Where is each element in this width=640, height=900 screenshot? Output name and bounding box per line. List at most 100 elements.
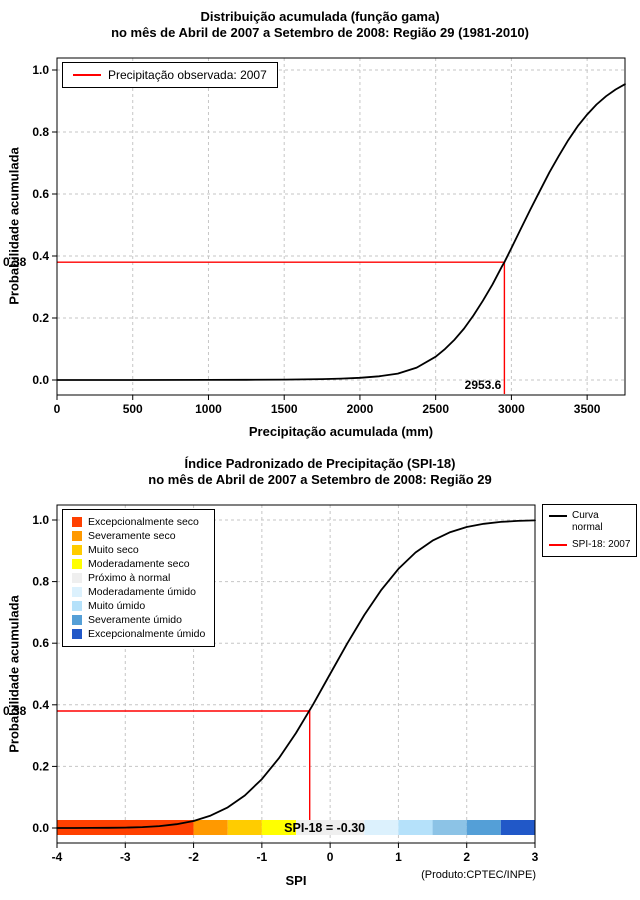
- x-tick-label: 3: [532, 850, 539, 864]
- category-label: Muito seco: [88, 544, 139, 556]
- y-tick-label: 0.8: [32, 125, 49, 139]
- spi-scale-segment: [227, 820, 262, 835]
- y-tick-label: 0.0: [32, 373, 49, 387]
- gamma-chart-title: Distribuição acumulada (função gama) no …: [0, 9, 640, 41]
- gamma-chart-title-line1: Distribuição acumulada (função gama): [200, 9, 440, 24]
- spi-category-item: Muito úmido: [72, 600, 205, 612]
- x-tick-label: -4: [52, 850, 63, 864]
- spi-chart: Índice Padronizado de Precipitação (SPI-…: [0, 450, 640, 900]
- spi-scale-segment: [296, 820, 365, 835]
- red-line-sample: [73, 74, 101, 76]
- product-credit: (Produto:CPTEC/INPE): [421, 869, 536, 881]
- x-tick-label: 2500: [422, 402, 449, 416]
- spi-scale-segment: [466, 820, 501, 835]
- x-tick-label: 0: [54, 402, 61, 416]
- spi-scale-segment: [500, 820, 535, 835]
- gamma-chart-title-line2: no mês de Abril de 2007 a Setembro de 20…: [111, 25, 529, 40]
- marker-probability-label: 0.38: [3, 704, 27, 718]
- category-color-swatch: [72, 531, 82, 541]
- spi-chart-title-line1: Índice Padronizado de Precipitação (SPI-…: [184, 456, 456, 471]
- spi-category-item: Moderadamente seco: [72, 558, 205, 570]
- y-tick-label: 0.0: [32, 821, 49, 835]
- y-tick-label: 1.0: [32, 513, 49, 527]
- marker-value-label: 2953.6: [465, 378, 502, 392]
- series-legend-item: SPI-18: 2007: [549, 539, 630, 551]
- x-tick-label: -2: [188, 850, 199, 864]
- spi-category-item: Severamente seco: [72, 530, 205, 542]
- category-color-swatch: [72, 601, 82, 611]
- y-tick-label: 0.2: [32, 759, 49, 773]
- spi-scale-segment: [261, 820, 296, 835]
- y-tick-label: 0.2: [32, 311, 49, 325]
- category-label: Severamente úmido: [88, 614, 182, 626]
- category-label: Muito úmido: [88, 600, 146, 612]
- series-line-sample: [549, 515, 567, 517]
- spi-category-item: Muito seco: [72, 544, 205, 556]
- observed-value-marker: [57, 710, 311, 820]
- category-color-swatch: [72, 587, 82, 597]
- cdf-curve-distribuicao-gama-acumulada: [56, 83, 626, 381]
- series-label: Curva normal: [572, 510, 603, 533]
- spi-chart-title-line2: no mês de Abril de 2007 a Setembro de 20…: [148, 472, 492, 487]
- category-label: Excepcionalmente úmido: [88, 628, 206, 640]
- spi-chart-title: Índice Padronizado de Precipitação (SPI-…: [0, 456, 640, 488]
- spi-series-legend: Curva normal SPI-18: 2007: [542, 504, 638, 557]
- spi-scale-segment: [193, 820, 228, 835]
- x-tick-label: 500: [123, 402, 143, 416]
- gamma-cdf-chart: Distribuição acumulada (função gama) no …: [0, 9, 640, 439]
- category-label: Moderadamente úmido: [88, 586, 196, 598]
- series-legend-item: Curva normal: [549, 510, 630, 533]
- plot-box: [56, 504, 536, 844]
- y-tick-label: 0.8: [32, 575, 49, 589]
- category-label: Excepcionalmente seco: [88, 516, 199, 528]
- category-color-swatch: [72, 573, 82, 583]
- category-label: Severamente seco: [88, 530, 176, 542]
- category-color-swatch: [72, 615, 82, 625]
- gamma-legend: Precipitação observada: 2007: [62, 62, 278, 88]
- spi-category-item: Severamente úmido: [72, 614, 205, 626]
- y-tick-label: 1.0: [32, 63, 49, 77]
- x-tick-label: 0: [327, 850, 334, 864]
- spi-scale-segment: [398, 820, 433, 835]
- x-tick-label: -3: [120, 850, 131, 864]
- spi-category-item: Moderadamente úmido: [72, 586, 205, 598]
- category-label: Moderadamente seco: [88, 558, 190, 570]
- category-color-swatch: [72, 629, 82, 639]
- spi-value-annotation: SPI-18 = -0.30: [284, 821, 365, 835]
- gamma-plot-area: 0 500 1000 1500 2000 2500 3000 3500 0.0 0.2 0.4 0.6…: [3, 57, 626, 416]
- spi-y-axis-title: Probabilidade acumulada: [6, 595, 22, 753]
- series-label: SPI-18: 2007: [572, 539, 631, 550]
- y-tick-label: 0.4: [32, 698, 49, 712]
- x-tick-label: 3500: [574, 402, 601, 416]
- y-tick-label: 0.4: [32, 249, 49, 263]
- x-tick-label: 3000: [498, 402, 525, 416]
- spi-scale-segment: [364, 820, 399, 835]
- gamma-x-axis-title: Precipitação acumulada (mm): [248, 424, 434, 439]
- spi-category-item: Excepcionalmente seco: [72, 516, 205, 528]
- spi-category-item: Excepcionalmente úmido: [72, 628, 205, 640]
- y-tick-label: 0.6: [32, 636, 49, 650]
- x-tick-label: 1: [395, 850, 402, 864]
- x-tick-label: 2: [463, 850, 470, 864]
- x-tick-label: -1: [257, 850, 268, 864]
- spi-category-legend: Excepcionalmente seco Severamente seco Mui…: [62, 509, 216, 647]
- gamma-legend-label: Precipitação observada: 2007: [108, 68, 267, 82]
- spi-category-item: Próximo à normal: [72, 572, 205, 584]
- x-tick-label: 1000: [195, 402, 222, 416]
- observed-value-marker: [57, 261, 506, 394]
- x-tick-label: 2000: [347, 402, 374, 416]
- y-tick-label: 0.6: [32, 187, 49, 201]
- cdf-curve-curva-normal: [56, 519, 536, 829]
- x-tick-label: 1500: [271, 402, 298, 416]
- marker-probability-label: 0.38: [3, 255, 27, 269]
- category-color-swatch: [72, 545, 82, 555]
- spi-scale-segment: [432, 820, 467, 835]
- category-color-swatch: [72, 517, 82, 527]
- category-label: Próximo à normal: [88, 572, 171, 584]
- gamma-y-axis-title: Probabilidade acumulada: [6, 147, 22, 305]
- category-color-swatch: [72, 559, 82, 569]
- series-line-sample: [549, 544, 567, 546]
- plot-box: [56, 57, 626, 396]
- spi-x-axis-title: SPI: [285, 873, 307, 888]
